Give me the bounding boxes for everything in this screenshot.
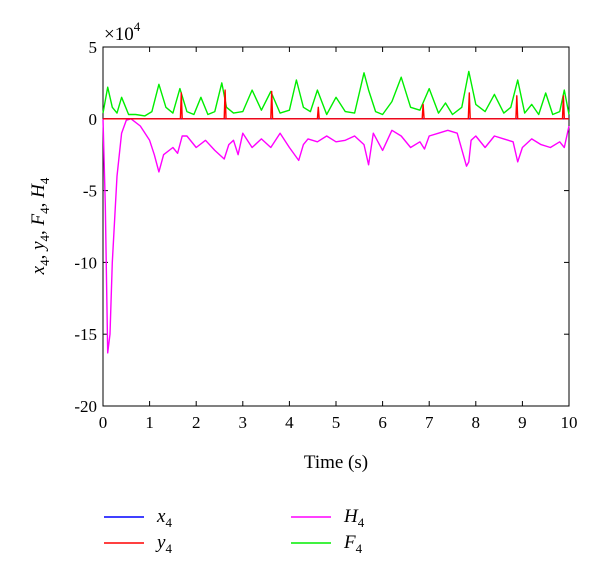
axis-ticks: 0 1 2 3 4 5 6 7 8 9 10 5 0 -5 -10 -15 -20	[74, 38, 577, 432]
y-label-var: y	[28, 241, 49, 252]
x-axis-label: Time (s)	[304, 452, 368, 473]
y-label-var: H	[28, 183, 49, 199]
y-axis-label: x4, y4, F4, H4	[28, 177, 52, 275]
y-multiplier-base: ×10	[104, 24, 134, 45]
x-tick-label: 6	[378, 413, 387, 432]
legend-label-x4: x4	[156, 506, 172, 530]
x-tick-label: 3	[239, 413, 248, 432]
legend-label-y4: y4	[155, 532, 172, 556]
x-tick-label: 0	[99, 413, 108, 432]
plot-area	[102, 70, 570, 354]
x-tick-label: 4	[285, 413, 294, 432]
y-label-var: x	[28, 265, 49, 275]
y-label-sub: 4	[37, 207, 52, 214]
y-tick-label: -5	[83, 182, 97, 201]
series-line-F4	[102, 70, 570, 117]
y-tick-label: -20	[74, 397, 97, 416]
plot-frame	[102, 46, 570, 407]
x-tick-label: 7	[425, 413, 434, 432]
x-tick-label: 9	[518, 413, 527, 432]
y-tick-label: 0	[89, 110, 98, 129]
y-tick-label: -10	[74, 253, 97, 272]
y-tick-label: -15	[74, 325, 97, 344]
x-tick-label: 2	[192, 413, 201, 432]
legend-label-H4: H4	[343, 506, 365, 530]
y-multiplier: ×104	[104, 19, 141, 45]
y-label-sub: 4	[37, 259, 52, 266]
x-tick-label: 10	[561, 413, 578, 432]
y-multiplier-exp: 4	[134, 19, 141, 34]
series-line-H4	[102, 118, 570, 354]
y-tick-label: 5	[89, 38, 98, 57]
x-tick-label: 5	[332, 413, 341, 432]
y-label-sub: 4	[37, 177, 52, 184]
series-line-y4	[103, 89, 569, 120]
y-label-var: F	[28, 213, 49, 226]
x-tick-label: 1	[145, 413, 154, 432]
x-tick-label: 8	[472, 413, 481, 432]
y-label-sub: 4	[37, 234, 52, 241]
legend-label-F4: F4	[343, 532, 363, 556]
